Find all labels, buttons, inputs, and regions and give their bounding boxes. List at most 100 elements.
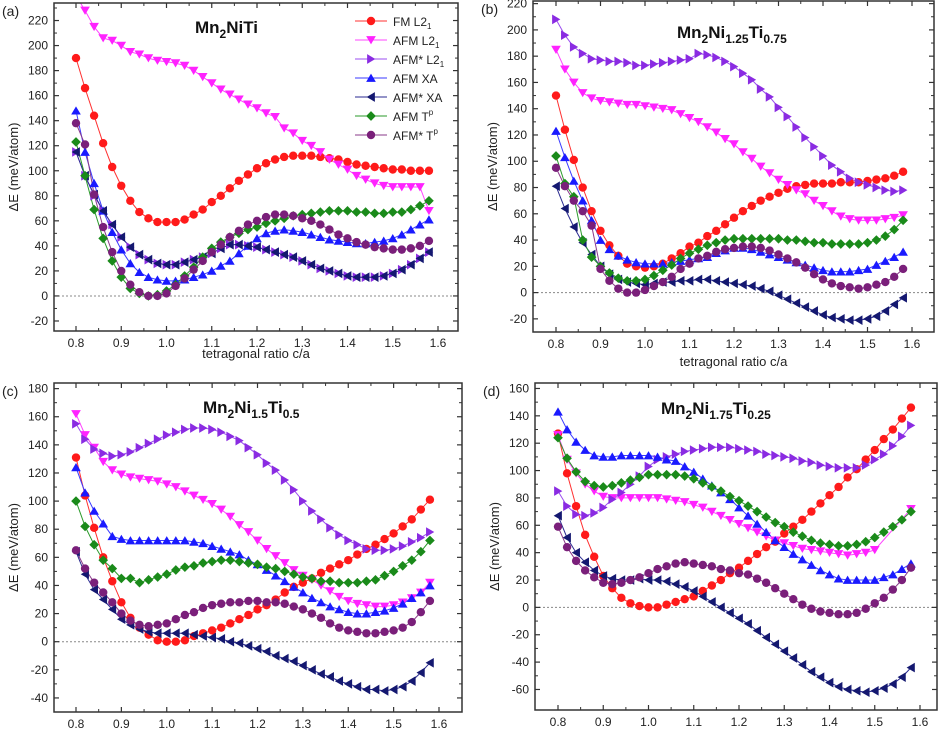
data-point [388, 165, 397, 174]
data-point [554, 486, 563, 496]
data-point [698, 591, 707, 602]
data-point [171, 427, 181, 438]
data-point [771, 450, 780, 461]
data-point [844, 215, 855, 224]
data-point [198, 603, 208, 613]
data-point [144, 438, 153, 449]
data-point [135, 287, 144, 297]
data-point [226, 431, 235, 442]
data-point [234, 176, 244, 185]
data-point [819, 151, 828, 161]
data-point [325, 672, 334, 682]
data-point [316, 568, 326, 578]
data-point [738, 148, 748, 157]
data-point [116, 41, 127, 50]
data-point [335, 530, 344, 540]
data-point [792, 258, 801, 267]
series-group [71, 3, 434, 301]
legend-item: AFM* L21 [355, 53, 445, 69]
data-point [144, 291, 153, 301]
data-point [89, 523, 99, 533]
data-point [774, 188, 783, 197]
legend-item: AFM* Tp [355, 127, 438, 143]
data-point [71, 53, 81, 63]
data-point [577, 235, 588, 245]
data-point [108, 247, 117, 257]
data-point [604, 98, 615, 107]
data-point [234, 550, 245, 559]
data-point [344, 555, 353, 565]
data-point [734, 568, 744, 578]
data-point [243, 528, 254, 537]
data-point [824, 570, 835, 579]
data-point [553, 510, 562, 521]
data-point [216, 505, 227, 514]
data-point [117, 609, 126, 618]
data-point [783, 254, 792, 263]
data-point [415, 200, 425, 211]
y-tick-label: 0 [41, 635, 48, 649]
y-tick-label: -40 [31, 691, 49, 705]
series-group [551, 14, 908, 326]
data-point [98, 34, 108, 43]
data-point [270, 571, 281, 580]
x-tick-label: 1.6 [904, 337, 921, 351]
data-point [371, 629, 380, 638]
data-point [622, 275, 633, 286]
data-point [415, 220, 425, 229]
data-point [773, 175, 784, 184]
data-point [261, 244, 270, 255]
data-point [697, 478, 708, 488]
data-point [889, 224, 900, 235]
data-point [613, 273, 624, 283]
data-point [352, 160, 361, 169]
y-axis-label: ΔE (meV/atom) [6, 123, 21, 212]
data-point [746, 154, 757, 163]
data-point [407, 537, 417, 547]
data-point [644, 575, 653, 585]
data-point [779, 646, 789, 656]
y-tick-label: 120 [28, 466, 48, 480]
data-point [243, 558, 254, 568]
data-point [725, 515, 735, 525]
data-point [560, 125, 570, 134]
data-point [726, 442, 735, 453]
data-point [80, 83, 90, 93]
data-point [818, 179, 828, 188]
data-point [81, 434, 90, 445]
data-point [71, 106, 81, 115]
data-point [906, 403, 916, 412]
data-point [779, 542, 790, 552]
data-point [315, 232, 326, 241]
data-point [721, 56, 730, 67]
data-point [217, 623, 226, 632]
data-point [685, 242, 694, 251]
data-point [244, 442, 253, 453]
data-point [735, 443, 744, 454]
data-point [562, 532, 571, 543]
data-point [143, 575, 154, 585]
y-tick-label: 200 [507, 23, 527, 37]
data-point [426, 527, 435, 537]
data-point [353, 539, 362, 550]
data-point [827, 179, 837, 188]
data-point [716, 511, 726, 521]
data-point [397, 264, 406, 275]
y-tick-label: 180 [28, 382, 48, 396]
data-point [416, 588, 426, 597]
legend-label-text: AFM* XA [393, 91, 442, 105]
data-point [107, 604, 117, 615]
data-point [299, 496, 308, 506]
data-point [586, 216, 597, 225]
series-group [71, 410, 435, 696]
data-point [596, 55, 605, 65]
data-point [617, 487, 626, 498]
data-point [107, 36, 118, 45]
data-point [270, 247, 279, 257]
data-point [261, 159, 271, 168]
data-point [818, 202, 828, 211]
data-point [298, 572, 308, 582]
data-point [207, 626, 217, 635]
data-point [640, 285, 650, 295]
